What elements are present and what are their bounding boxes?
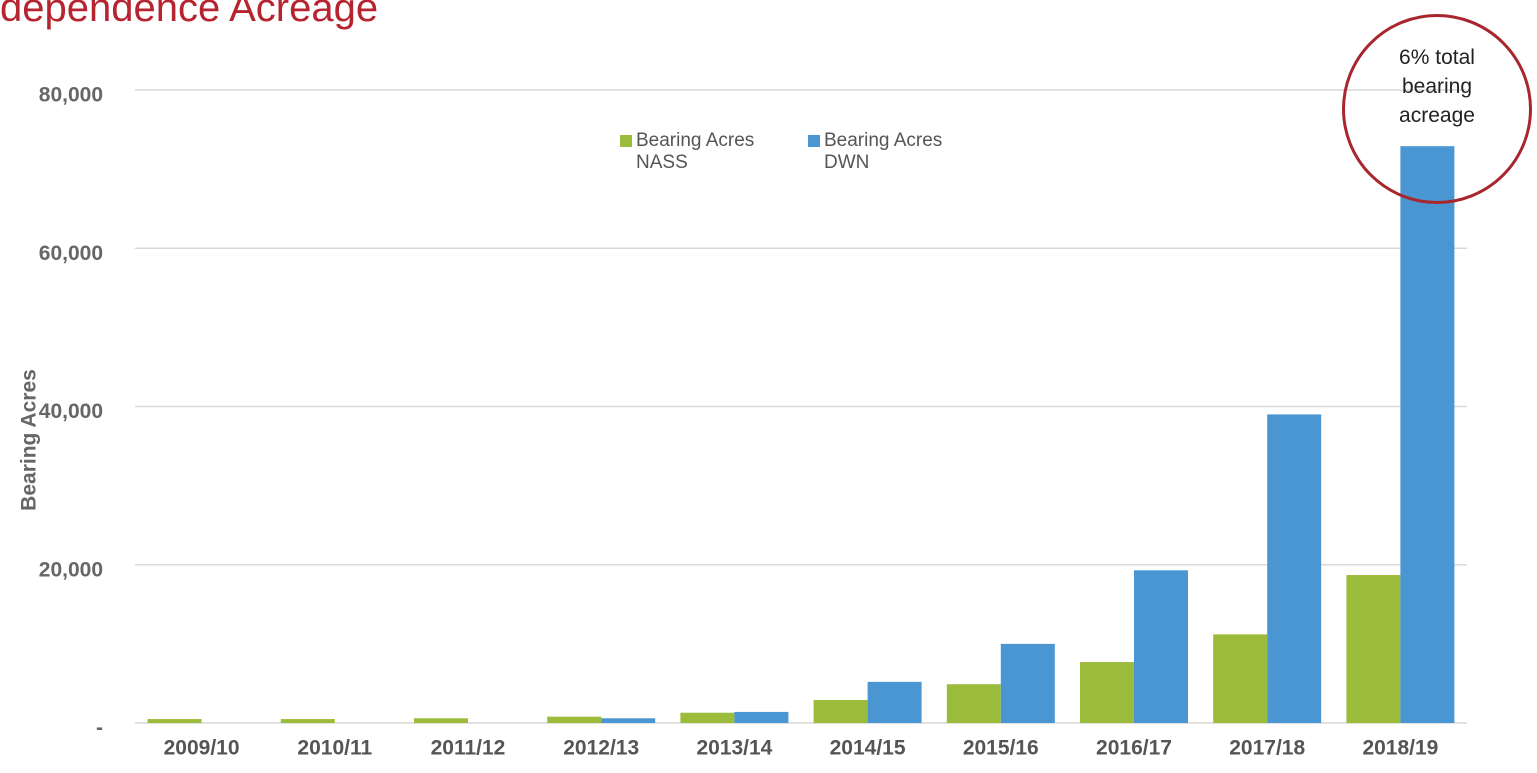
bar <box>414 718 468 723</box>
x-tick-label: 2013/14 <box>696 737 772 760</box>
bar <box>1134 570 1188 723</box>
bar <box>1400 146 1455 723</box>
y-tick-label: 40,000 <box>39 400 103 423</box>
y-tick-label: 60,000 <box>39 242 103 265</box>
legend-item: Bearing Acres DWN <box>808 130 974 174</box>
annotation-circle: 6% total bearing acreage <box>1342 14 1532 204</box>
bar <box>1346 575 1401 723</box>
x-tick-label: 2016/17 <box>1096 737 1172 760</box>
x-tick-label: 2018/19 <box>1362 737 1438 760</box>
legend-label: Bearing Acres NASS <box>636 130 755 173</box>
x-tick-label: 2017/18 <box>1229 737 1305 760</box>
x-tick-label: 2014/15 <box>830 737 906 760</box>
legend-item: Bearing Acres NASS <box>620 130 786 174</box>
bar <box>547 716 602 723</box>
bar <box>946 684 1001 723</box>
y-axis-label: Bearing Acres <box>18 369 41 511</box>
y-tick-label: - <box>96 717 103 740</box>
annotation: 6% total bearing acreage <box>1399 46 1475 127</box>
bar <box>1267 414 1322 723</box>
bar <box>1000 643 1055 723</box>
x-tick-label: 2015/16 <box>963 737 1039 760</box>
bar <box>813 700 868 723</box>
bar <box>734 711 789 723</box>
bar <box>601 718 656 723</box>
bar <box>1080 662 1134 723</box>
bar <box>867 681 922 723</box>
legend-swatch <box>620 135 632 147</box>
x-tick-label: 2009/10 <box>164 737 240 760</box>
title: dependence Acreage <box>0 0 379 30</box>
x-tick-label: 2010/11 <box>297 737 372 760</box>
bar <box>280 719 335 723</box>
x-tick-label: 2011/12 <box>431 737 506 760</box>
legend-label: Bearing Acres DWN <box>824 130 943 173</box>
x-tick-label: 2012/13 <box>563 737 639 760</box>
bar <box>1213 634 1268 723</box>
bar <box>147 719 202 723</box>
legend: Bearing Acres NASS Bearing Acres DWN <box>620 130 974 174</box>
bar <box>680 712 735 723</box>
y-tick-label: 80,000 <box>39 84 103 107</box>
y-tick-label: 20,000 <box>39 558 103 581</box>
legend-swatch <box>808 135 820 147</box>
